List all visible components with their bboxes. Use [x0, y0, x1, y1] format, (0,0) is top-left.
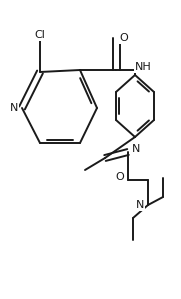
Text: O: O — [120, 33, 128, 43]
Text: Cl: Cl — [35, 30, 45, 40]
Text: N: N — [136, 200, 144, 210]
Text: O: O — [116, 172, 124, 182]
Text: N: N — [10, 103, 18, 113]
Text: N: N — [132, 144, 140, 154]
Text: NH: NH — [135, 62, 151, 72]
